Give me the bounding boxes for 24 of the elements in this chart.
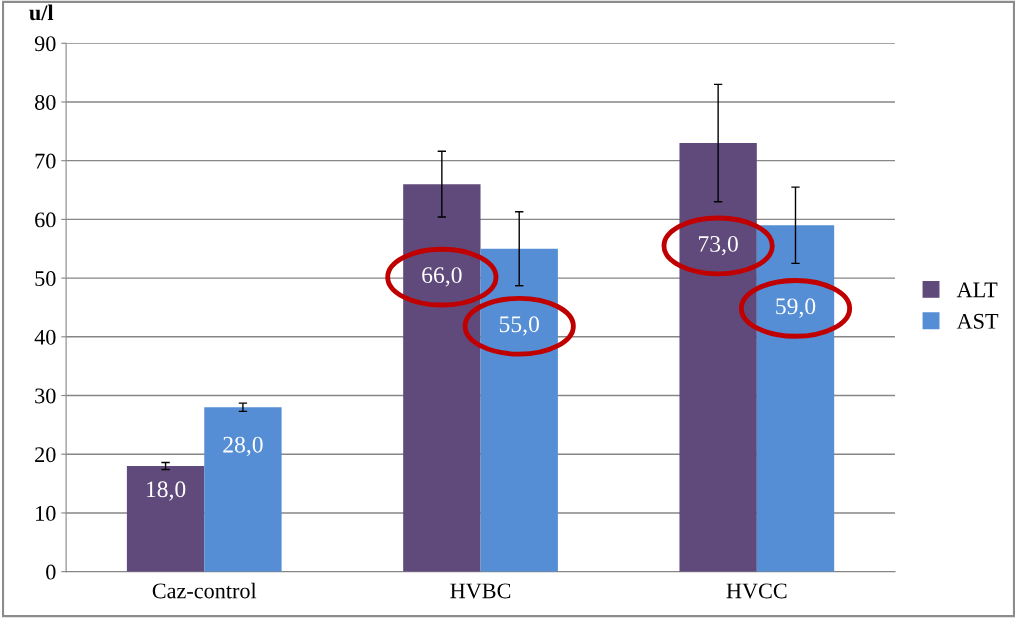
data-label: 55,0 — [499, 316, 539, 336]
data-label: 18,0 — [146, 481, 186, 501]
data-label: 66,0 — [422, 267, 462, 287]
y-tick-label: 90 — [34, 36, 56, 52]
x-tick-label: HVCC — [726, 583, 787, 599]
legend-label: ALT — [956, 282, 998, 298]
data-label: 28,0 — [223, 436, 263, 457]
legend-label: AST — [956, 313, 999, 329]
x-tick-label: Caz-control — [152, 582, 257, 599]
y-tick-label: 40 — [34, 329, 56, 345]
y-axis-title: u/l — [29, 4, 54, 21]
x-tick-label: HVBC — [450, 583, 511, 599]
y-tick-label: 60 — [35, 212, 56, 228]
y-tick-label: 80 — [35, 94, 56, 110]
y-tick-label: 30 — [35, 388, 56, 404]
y-tick-label: 50 — [35, 271, 56, 287]
bar — [126, 465, 205, 572]
y-tick-label: 70 — [35, 153, 56, 169]
data-label: 73,0 — [699, 235, 738, 256]
data-label: 59,0 — [776, 298, 816, 318]
y-tick-label: 20 — [35, 447, 56, 463]
y-tick-label: 0 — [46, 564, 56, 580]
bar — [204, 407, 282, 572]
y-tick-label: 10 — [36, 505, 56, 521]
